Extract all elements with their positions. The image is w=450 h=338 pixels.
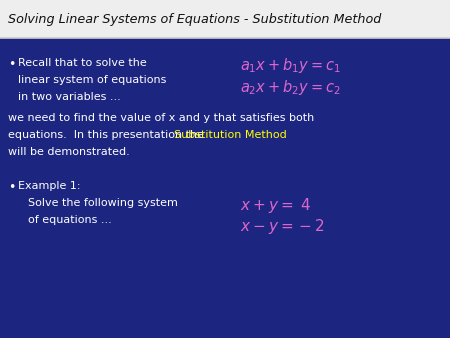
FancyBboxPatch shape [0,0,450,38]
Text: Example 1:: Example 1: [18,181,81,191]
Text: in two variables ...: in two variables ... [18,92,121,102]
Text: Substitution Method: Substitution Method [174,130,287,140]
Text: $a_1x + b_1y = c_1$: $a_1x + b_1y = c_1$ [240,56,341,75]
Text: Solve the following system: Solve the following system [28,198,178,208]
Text: $x + y = \ 4$: $x + y = \ 4$ [240,196,311,215]
Text: will be demonstrated.: will be demonstrated. [8,147,130,157]
Text: $a_2x + b_2y = c_2$: $a_2x + b_2y = c_2$ [240,78,341,97]
Text: we need to find the value of x and y that satisfies both: we need to find the value of x and y tha… [8,113,314,123]
Text: Solving Linear Systems of Equations - Substitution Method: Solving Linear Systems of Equations - Su… [8,13,382,25]
Text: of equations ...: of equations ... [28,215,112,225]
Text: •: • [8,58,15,71]
Text: Recall that to solve the: Recall that to solve the [18,58,147,68]
Text: linear system of equations: linear system of equations [18,75,166,85]
Text: equations.  In this presentation the: equations. In this presentation the [8,130,207,140]
Text: •: • [8,181,15,194]
Text: $x - y = -2$: $x - y = -2$ [240,217,325,236]
